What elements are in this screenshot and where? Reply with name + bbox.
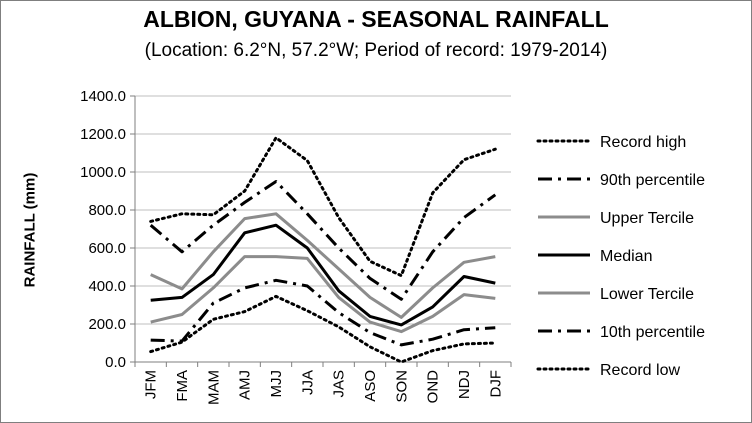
axes bbox=[130, 95, 512, 367]
chart-subtitle: (Location: 6.2°N, 57.2°W; Period of reco… bbox=[144, 40, 608, 61]
x-tick-labels: JFM FMA MAM AMJ MJJ JJA JAS ASO SON OND NDJ DJF bbox=[143, 370, 505, 405]
legend-label: 90th percentile bbox=[600, 172, 705, 189]
series-line-upper-tercile bbox=[150, 212, 496, 319]
x-tick-label: MJJ bbox=[268, 370, 285, 398]
x-tick-label: MAM bbox=[205, 370, 222, 405]
legend-label: Median bbox=[600, 248, 652, 265]
series-lines bbox=[149, 136, 497, 364]
series-line-lower-tercile bbox=[150, 255, 496, 334]
legend-label: Record low bbox=[600, 362, 680, 379]
x-tick-label: JFM bbox=[143, 370, 160, 399]
series-line-median bbox=[150, 223, 496, 327]
y-tick-label: 400.0 bbox=[88, 278, 126, 295]
y-tick-labels: 0.0 200.0 400.0 600.0 800.0 1000.0 1200.0 1400.… bbox=[80, 88, 126, 371]
legend-label: 10th percentile bbox=[600, 324, 705, 341]
x-tick-label: JAS bbox=[331, 370, 348, 398]
y-tick-label: 1200.0 bbox=[80, 126, 126, 143]
x-tick-label: ASO bbox=[362, 370, 379, 402]
gridlines bbox=[135, 95, 511, 363]
chart-title: ALBION, GUYANA - SEASONAL RAINFALL bbox=[143, 6, 609, 32]
y-tick-label: 1400.0 bbox=[80, 88, 126, 105]
legend-label: Upper Tercile bbox=[600, 210, 694, 227]
x-tick-label: OND bbox=[425, 370, 442, 404]
y-tick-label: 1000.0 bbox=[80, 164, 126, 181]
y-tick-label: 800.0 bbox=[88, 202, 126, 219]
x-tick-label: JJA bbox=[299, 370, 316, 395]
x-tick-label: NDJ bbox=[456, 370, 473, 399]
y-tick-label: 200.0 bbox=[88, 316, 126, 333]
x-tick-label: AMJ bbox=[237, 370, 254, 400]
series-line-record-low bbox=[149, 294, 497, 364]
y-tick-label: 600.0 bbox=[88, 240, 126, 257]
series-line-10th-percentile bbox=[150, 278, 496, 347]
y-tick-label: 0.0 bbox=[105, 354, 126, 371]
legend-label: Record high bbox=[600, 134, 686, 151]
x-tick-label: SON bbox=[393, 370, 410, 403]
x-tick-label: DJF bbox=[487, 370, 504, 398]
legend: Record high 90th percentile Upper Tercile M… bbox=[536, 134, 705, 379]
series-line-record-high bbox=[149, 136, 497, 278]
x-tick-label: FMA bbox=[174, 370, 191, 402]
legend-label: Lower Tercile bbox=[600, 286, 694, 303]
